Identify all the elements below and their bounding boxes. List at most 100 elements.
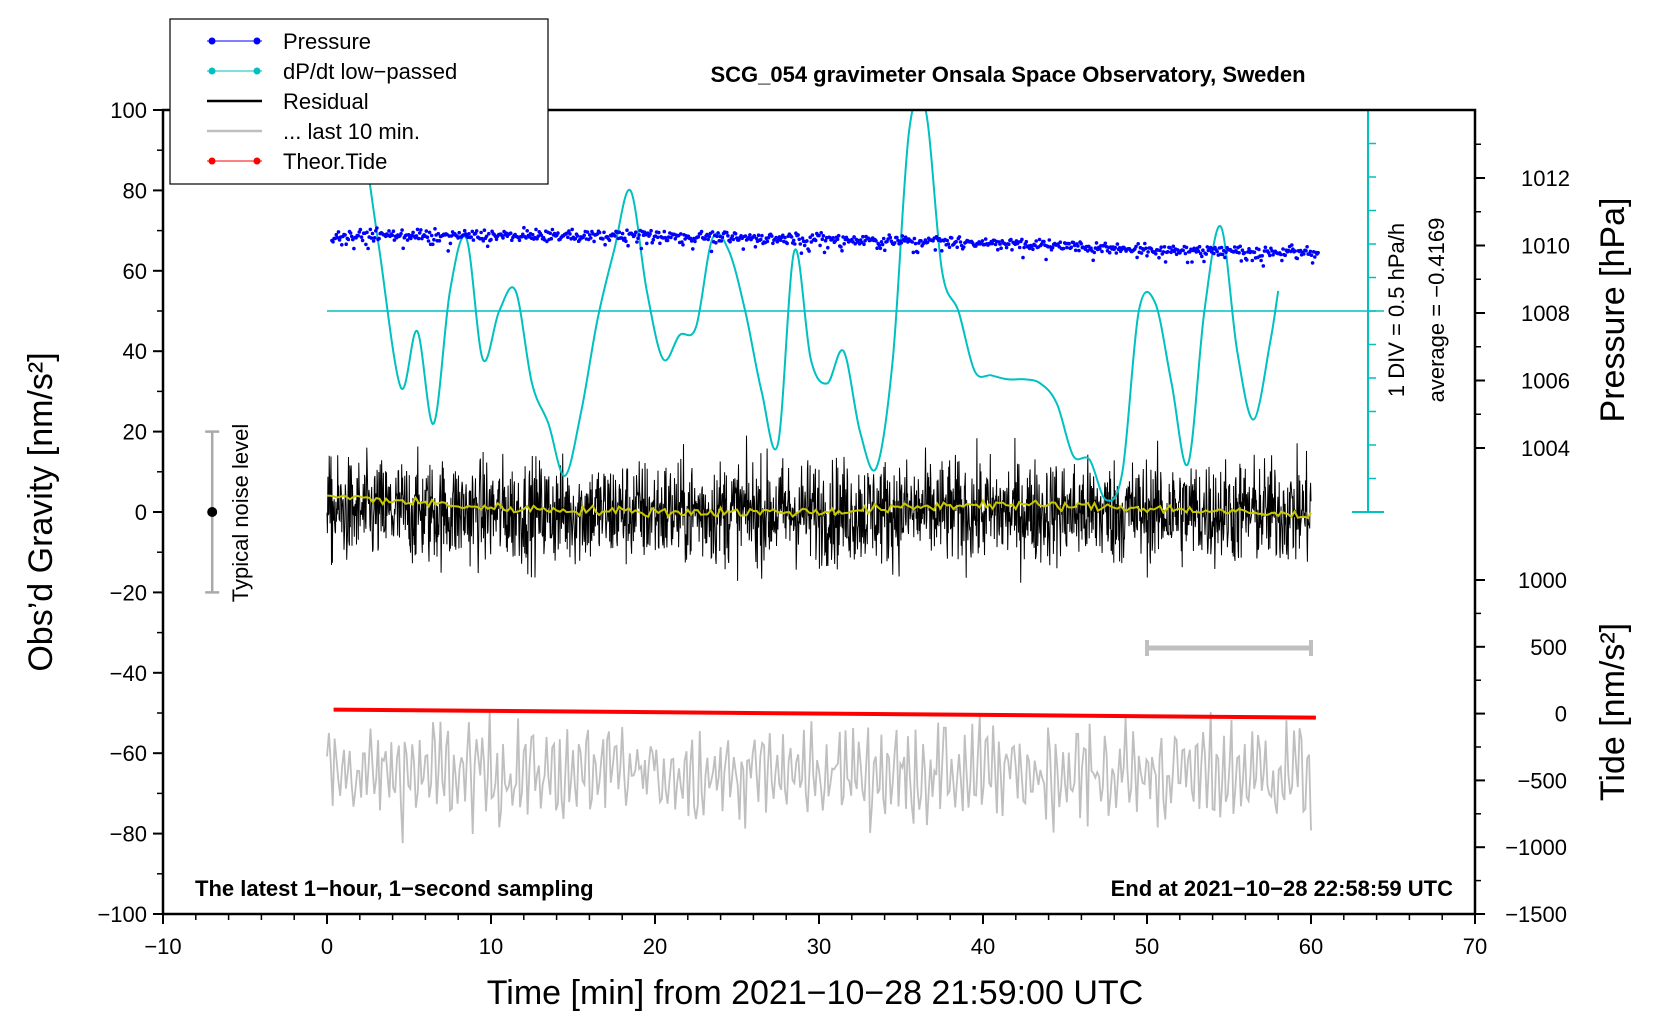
pressure-point [883,248,887,253]
pressure-point [840,248,844,253]
x-axis: −10 0 10 20 30 40 50 60 70 [144,914,1487,959]
pressure-point [1196,249,1201,253]
pressure-point [1290,243,1294,247]
pressure-point [861,234,865,239]
pressure-point [1027,246,1032,251]
pressure-point [822,250,827,255]
pressure-point [1185,260,1190,265]
pressure-point [1143,241,1147,246]
pressure-point [651,237,656,242]
pressure-point [753,245,758,249]
noise-level-bar [205,430,220,594]
pressure-point [1134,244,1138,249]
pressure-point [331,240,335,244]
x-tick-label: 50 [1135,934,1159,959]
dpdt-line [367,110,1280,502]
legend-swatch-dot [253,67,261,75]
pressure-point [1079,241,1083,246]
pressure-point [1237,251,1241,255]
legend-swatch-dot [253,157,261,165]
pressure-point [337,238,342,242]
pressure-point [703,237,707,241]
legend-swatch-dot [208,67,216,75]
pressure-point [1159,245,1163,249]
pressure-point [798,242,803,246]
pressure-point [469,235,474,239]
tide-tick-label: −1500 [1505,902,1567,927]
pressure-point [446,249,451,253]
pressure-point [573,236,578,241]
residual-mean-line [326,494,1312,519]
y-tick-label: −100 [97,902,147,927]
pressure-point [414,234,419,238]
pressure-point [387,229,391,233]
pressure-point [436,231,441,236]
pressure-point [525,229,529,233]
pressure-point [487,231,491,236]
pressure-point [650,240,654,245]
pressure-point [356,233,361,238]
pressure-point [1098,247,1102,251]
pressure-point [1304,249,1308,253]
x-tick-label: 70 [1463,934,1487,959]
noise-bar-center [207,507,218,517]
pressure-point [1240,248,1245,252]
pressure-point [1223,255,1227,260]
residual-last-series [326,710,1312,844]
pressure-point [1009,237,1013,242]
y-tick-label: −20 [110,580,147,605]
y-tick-label: 80 [123,178,147,203]
pressure-point [862,242,866,247]
pressure-point [534,227,538,232]
pressure-point [785,241,789,246]
y-axis-pressure: 1012 1010 1008 1006 1004 [1475,143,1570,461]
pressure-point [679,232,683,236]
pressure-point [765,239,770,244]
pressure-point [401,246,406,251]
pressure-point [800,236,805,240]
pressure-point [1309,253,1314,257]
pressure-point [1204,252,1208,256]
pressure-point [1313,255,1317,259]
pressure-point [359,235,364,239]
pressure-point [836,233,841,238]
pressure-point [728,239,732,244]
pressure-point [489,237,493,242]
legend-label: dP/dt low−passed [283,59,457,84]
pressure-point [665,238,670,243]
pressure-point [637,233,641,237]
pressure-point [726,234,730,238]
pressure-point [1017,245,1022,250]
pressure-point [530,232,535,237]
pressure-point [625,228,629,232]
pressure-point [1107,250,1112,255]
pressure-tick-label: 1012 [1521,166,1570,191]
y-tick-label: −80 [110,822,147,847]
pressure-point [759,237,763,242]
pressure-point [820,237,825,241]
x-tick-label: 30 [807,934,831,959]
pressure-point [364,242,368,247]
pressure-point [632,233,637,237]
pressure-point [892,241,897,245]
pressure-point [370,231,375,236]
pressure-point [783,235,787,240]
pressure-point [1162,245,1167,249]
legend-label: Pressure [283,29,371,54]
y-axis-gravity: 100 80 60 40 20 0 −20 −40 −60 −80 −100 [97,98,163,927]
pressure-point [707,234,712,239]
legend-label: Residual [283,89,369,114]
y-tick-label: 60 [123,259,147,284]
pressure-point [1183,251,1188,256]
pressure-point [1281,247,1285,251]
x-tick-label: −10 [144,934,181,959]
pressure-point [429,233,434,238]
legend-label: Theor.Tide [283,149,387,174]
pressure-point [720,235,725,240]
pressure-point [372,236,377,240]
pressure-point [570,227,574,232]
pressure-point [425,235,430,239]
pressure-point [517,238,522,243]
pressure-point [810,233,815,237]
